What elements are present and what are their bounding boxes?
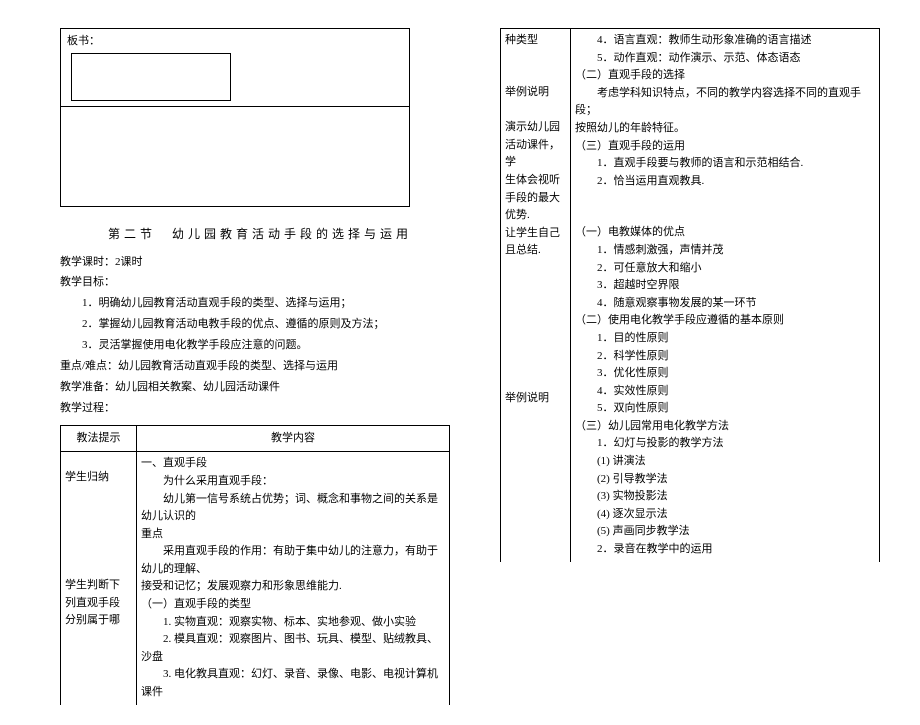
ct-left-text: 列直观手段 xyxy=(65,595,132,613)
rt-line: （二）使用电化教学手段应遵循的基本原则 xyxy=(575,312,875,330)
ct-line: 1. 实物直观：观察实物、标本、实地参观、做小实验 xyxy=(141,614,445,632)
content-table: 教法提示 教学内容 学生归纳 学生判断下 列直观手段 分别属于哪 一、直观手段 … xyxy=(60,425,450,705)
ct-line: 2. 模具直观：观察图片、图书、玩具、模型、贴绒教具、沙盘 xyxy=(141,631,445,666)
rt-line: 5．双向性原则 xyxy=(575,400,875,418)
rt-left-text: 种类型 xyxy=(505,32,566,50)
hdr-content: 教学内容 xyxy=(137,425,450,452)
rt-line: （一）电教媒体的优点 xyxy=(575,224,875,242)
ct-line: 为什么采用直观手段： xyxy=(141,473,445,491)
keypoints: 重点/难点：幼儿园教育活动直观手段的类型、选择与运用 xyxy=(60,356,460,377)
rt-line: (2) 引导教学法 xyxy=(575,471,875,489)
rt-line: (5) 声画同步教学法 xyxy=(575,523,875,541)
rt-line: 2．录音在教学中的运用 xyxy=(575,541,875,559)
rt-line: 4．语言直观：教师生动形象准确的语言描述 xyxy=(575,32,875,50)
rt-line: 5．动作直观：动作演示、示范、体态语态 xyxy=(575,50,875,68)
hdr-method: 教法提示 xyxy=(61,425,137,452)
left-column: 板书： 第二节 幼儿园教育活动手段的选择与运用 教学课时：2课时 教学目标： 1… xyxy=(60,28,460,705)
rt-left-text: 生体会视听 xyxy=(505,172,566,190)
rt-left-text: 举例说明 xyxy=(505,84,566,102)
ct-line: 重点 xyxy=(141,526,445,544)
rt-line: 1．幻灯与投影的教学方法 xyxy=(575,435,875,453)
table-row: 种类型 举例说明 演示幼儿园 活动课件，学 生体会视听 手段的最大 优势. 让学… xyxy=(501,29,880,562)
ct-line: 3. 电化教具直观：幻灯、录音、录像、电影、电视计算机课件 xyxy=(141,666,445,701)
banshu-body-cell xyxy=(61,106,410,206)
rt-left-text: 让学生自己 xyxy=(505,225,566,243)
right-table: 种类型 举例说明 演示幼儿园 活动课件，学 生体会视听 手段的最大 优势. 让学… xyxy=(500,28,880,562)
rt-left-text: 优势. xyxy=(505,207,566,225)
rt-line: 考虑学科知识特点，不同的教学内容选择不同的直观手段； xyxy=(575,85,875,120)
rt-line: （三）直观手段的运用 xyxy=(575,138,875,156)
right-column: 种类型 举例说明 演示幼儿园 活动课件，学 生体会视听 手段的最大 优势. 让学… xyxy=(500,28,880,705)
ct-line: 接受和记忆；发展观察力和形象思维能力. xyxy=(141,578,445,596)
rt-left-text: 演示幼儿园 xyxy=(505,119,566,137)
rt-line: 2．可任意放大和缩小 xyxy=(575,260,875,278)
ct-left-text: 分别属于哪 xyxy=(65,612,132,630)
rt-line: 4．实效性原则 xyxy=(575,383,875,401)
prepare: 教学准备：幼儿园相关教案、幼儿园活动课件 xyxy=(60,377,460,398)
rt-line: （三）幼儿园常用电化教学方法 xyxy=(575,418,875,436)
objective-2: 2．掌握幼儿园教育活动电教手段的优点、遵循的原则及方法； xyxy=(60,314,460,335)
ct-right-cell: 一、直观手段 为什么采用直观手段： 幼儿第一信号系统占优势；词、概念和事物之间的… xyxy=(137,452,450,705)
ct-line: （一）直观手段的类型 xyxy=(141,596,445,614)
ct-left-cell: 学生归纳 学生判断下 列直观手段 分别属于哪 xyxy=(61,452,137,705)
rt-left-text: 举例说明 xyxy=(505,390,566,408)
rt-line: 3．超越时空界限 xyxy=(575,277,875,295)
rt-line: (3) 实物投影法 xyxy=(575,488,875,506)
process-label: 教学过程： xyxy=(60,398,460,419)
rt-left-text: 活动课件，学 xyxy=(505,137,566,172)
rt-line: 2．科学性原则 xyxy=(575,348,875,366)
ct-line: 一、直观手段 xyxy=(141,455,445,473)
class-hours: 教学课时：2课时 xyxy=(60,252,460,273)
rt-left-cell: 种类型 举例说明 演示幼儿园 活动课件，学 生体会视听 手段的最大 优势. 让学… xyxy=(501,29,571,562)
rt-line: 1．情感刺激强，声情并茂 xyxy=(575,242,875,260)
ct-line: 幼儿第一信号系统占优势；词、概念和事物之间的关系是幼儿认识的 xyxy=(141,491,445,526)
rt-line: 1．目的性原则 xyxy=(575,330,875,348)
rt-left-text: 手段的最大 xyxy=(505,190,566,208)
rt-right-cell: 4．语言直观：教师生动形象准确的语言描述 5．动作直观：动作演示、示范、体态语态… xyxy=(571,29,880,562)
content-table-header: 教法提示 教学内容 xyxy=(61,425,450,452)
page-2col: 板书： 第二节 幼儿园教育活动手段的选择与运用 教学课时：2课时 教学目标： 1… xyxy=(0,0,920,725)
objectives-label: 教学目标： xyxy=(60,272,460,293)
rt-left-text: 且总结. xyxy=(505,242,566,260)
rt-line: 3．优化性原则 xyxy=(575,365,875,383)
table-row: 学生归纳 学生判断下 列直观手段 分别属于哪 一、直观手段 为什么采用直观手段：… xyxy=(61,452,450,705)
rt-line: 2．恰当运用直观教具. xyxy=(575,173,875,191)
banshu-label-cell: 板书： xyxy=(61,29,410,107)
ct-line: 采用直观手段的作用：有助于集中幼儿的注意力，有助于幼儿的理解、 xyxy=(141,543,445,578)
objective-3: 3．灵活掌握使用电化教学手段应注意的问题。 xyxy=(60,335,460,356)
rt-line: (4) 逐次显示法 xyxy=(575,506,875,524)
rt-line: （二）直观手段的选择 xyxy=(575,67,875,85)
banshu-inner-box xyxy=(71,53,231,101)
rt-line: 按照幼儿的年龄特征。 xyxy=(575,120,875,138)
section-title: 第二节 幼儿园教育活动手段的选择与运用 xyxy=(60,225,460,242)
ct-left-text: 学生归纳 xyxy=(65,469,132,487)
rt-line: 4．随意观察事物发展的某一环节 xyxy=(575,295,875,313)
rt-line: (1) 讲演法 xyxy=(575,453,875,471)
objective-1: 1．明确幼儿园教育活动直观手段的类型、选择与运用； xyxy=(60,293,460,314)
rt-line: 1．直观手段要与教师的语言和示范相结合. xyxy=(575,155,875,173)
banshu-table: 板书： xyxy=(60,28,410,207)
banshu-label: 板书： xyxy=(67,35,100,47)
ct-left-text: 学生判断下 xyxy=(65,577,132,595)
